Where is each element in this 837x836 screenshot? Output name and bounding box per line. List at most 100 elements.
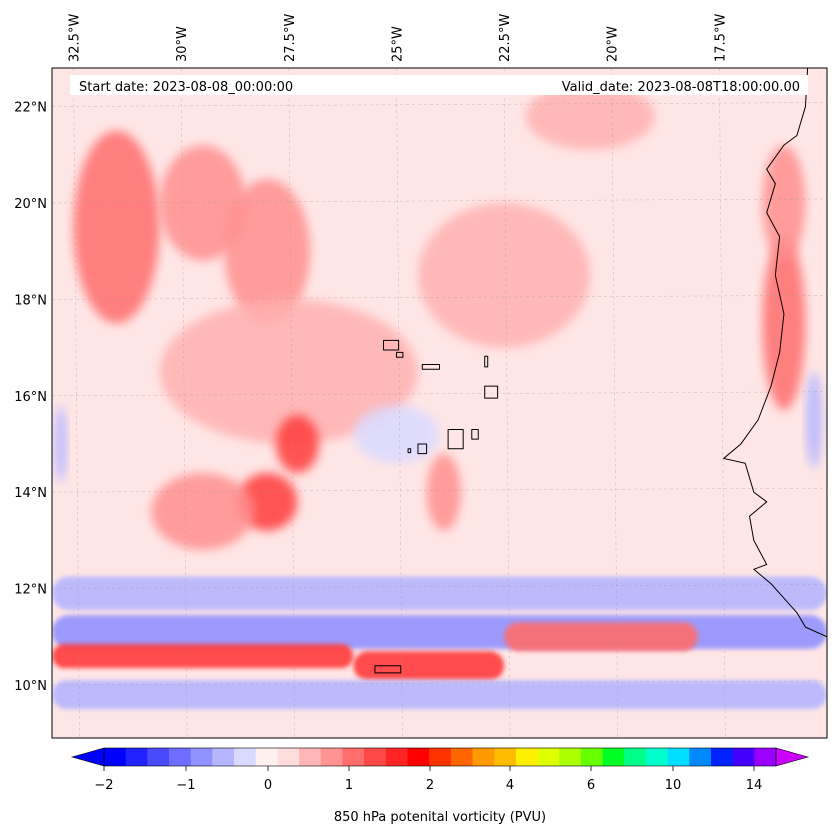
gridlines (52, 68, 827, 738)
colorbar-segment-9 (299, 748, 322, 766)
pv-blob-4 (275, 415, 319, 473)
colorbar-segment-14 (407, 748, 430, 766)
lon-label-1: 30°W (175, 26, 190, 62)
colorbar-tick-label-0: −2 (94, 778, 113, 793)
colorbar-tick-label-7: 10 (665, 778, 682, 793)
pv-band-2 (52, 644, 354, 669)
colorbar-tick-label-1: −1 (176, 778, 195, 793)
island-outline-5 (447, 429, 464, 450)
colorbar-segment-13 (385, 748, 409, 766)
lat-label-6: 10°N (14, 679, 47, 694)
island-outline-2 (421, 363, 440, 370)
african-coastline (723, 68, 827, 638)
colorbar-tick-label-3: 1 (345, 778, 353, 793)
map-area[interactable] (52, 68, 827, 738)
pv-blob-0 (73, 130, 160, 324)
island-outline-7 (417, 443, 428, 455)
date-banner: Start date: 2023-08-08_00:00:00 Valid_da… (70, 75, 808, 95)
pv-blob-10 (762, 236, 806, 411)
colorbar-segment-5 (212, 748, 235, 766)
lon-label-4: 22.5°W (498, 14, 513, 62)
colorbar-segment-19 (515, 748, 539, 766)
colorbar-ticks: −2 −1 0 1 2 4 6 10 14 (94, 766, 762, 793)
pv-band-1 (52, 615, 827, 649)
lon-label-6: 17.5°W (713, 14, 728, 62)
colorbar-segment-0 (104, 748, 127, 766)
colorbar-segment-27 (689, 748, 712, 766)
colorbar-tick-label-5: 4 (506, 778, 514, 793)
colorbar-segment-4 (190, 748, 213, 766)
colorbar-segment-25 (645, 748, 669, 766)
colorbar-segment-16 (450, 748, 474, 766)
island-outline-8 (407, 448, 412, 454)
meridian-0 (73, 68, 80, 738)
pv-blob-12 (54, 405, 68, 483)
coastline-layer (374, 68, 827, 674)
start-date-label: Start date: 2023-08-08_00:00:00 (79, 80, 293, 95)
pv-band-4 (504, 622, 698, 652)
lon-label-3: 25°W (390, 26, 405, 62)
island-outline-9 (374, 665, 402, 674)
lat-label-2: 18°N (14, 293, 47, 308)
pv-blob-14 (353, 405, 440, 464)
meridian-2 (288, 68, 296, 738)
lat-label-0: 22°N (14, 101, 47, 116)
lat-label-3: 16°N (14, 390, 47, 405)
colorbar-segment-11 (342, 748, 365, 766)
colorbar-segment-6 (234, 748, 257, 766)
colorbar-segment-18 (494, 748, 517, 766)
pv-field-layer (52, 82, 827, 738)
colorbar-segment-1 (125, 748, 148, 766)
colorbar-segment-8 (277, 748, 300, 766)
map-frame (51, 67, 828, 739)
longitude-labels: 32.5°W 30°W 27.5°W 25°W 22.5°W 20°W 17.5°W (68, 14, 729, 62)
colorbar-tick-label-4: 2 (426, 778, 434, 793)
lon-label-5: 20°W (606, 26, 621, 62)
pv-blob-7 (426, 453, 462, 531)
lat-label-4: 14°N (14, 486, 47, 501)
colorbar-tick-label-6: 6 (587, 778, 595, 793)
island-outline-4 (484, 385, 499, 399)
colorbar-segment-22 (580, 748, 604, 766)
valid-date-label: Valid_date: 2023-08-08T18:00:00.00 (562, 80, 800, 95)
pv-band-5 (52, 680, 827, 710)
island-outline-6 (471, 429, 479, 440)
meridian-4 (503, 68, 511, 738)
pv-blob-2 (224, 178, 311, 324)
meridian-3 (396, 68, 403, 738)
colorbar-under-arrow (70, 747, 105, 767)
colorbar-segment-21 (559, 748, 582, 766)
colorbar: −2 −1 0 1 2 4 6 10 14 850 hPa potenital vorticit… (70, 747, 810, 825)
colorbar-segment-30 (754, 748, 777, 766)
lat-label-5: 12°N (14, 583, 47, 598)
lat-label-1: 20°N (14, 197, 47, 212)
island-outline-3 (484, 355, 489, 368)
colorbar-segment-3 (169, 748, 192, 766)
meridian-6 (719, 68, 726, 738)
colorbar-over-arrow (775, 747, 810, 767)
pv-blob-1 (159, 145, 246, 261)
colorbar-segment-10 (320, 748, 344, 766)
colorbar-segment-26 (667, 748, 690, 766)
colorbar-segment-12 (364, 748, 387, 766)
pv-blob-3 (159, 299, 418, 444)
colorbar-segment-20 (537, 748, 560, 766)
pv-blob-8 (417, 202, 591, 348)
pv-band-0 (52, 576, 827, 611)
colorbar-segment-29 (732, 748, 755, 766)
colorbar-segment-15 (429, 748, 452, 766)
pv-blob-6 (151, 472, 255, 551)
island-outline-1 (395, 351, 404, 358)
colorbar-segment-28 (710, 748, 734, 766)
colorbar-tick-label-2: 0 (264, 778, 272, 793)
colorbar-segment-17 (472, 748, 495, 766)
colorbar-segments (104, 748, 777, 766)
colorbar-segment-24 (624, 748, 647, 766)
meridian-5 (611, 68, 618, 738)
pv-blob-9 (525, 82, 655, 150)
colorbar-tick-label-8: 14 (746, 778, 763, 793)
colorbar-segment-23 (602, 748, 625, 766)
lon-label-2: 27.5°W (283, 14, 298, 62)
colorbar-segment-2 (147, 748, 170, 766)
